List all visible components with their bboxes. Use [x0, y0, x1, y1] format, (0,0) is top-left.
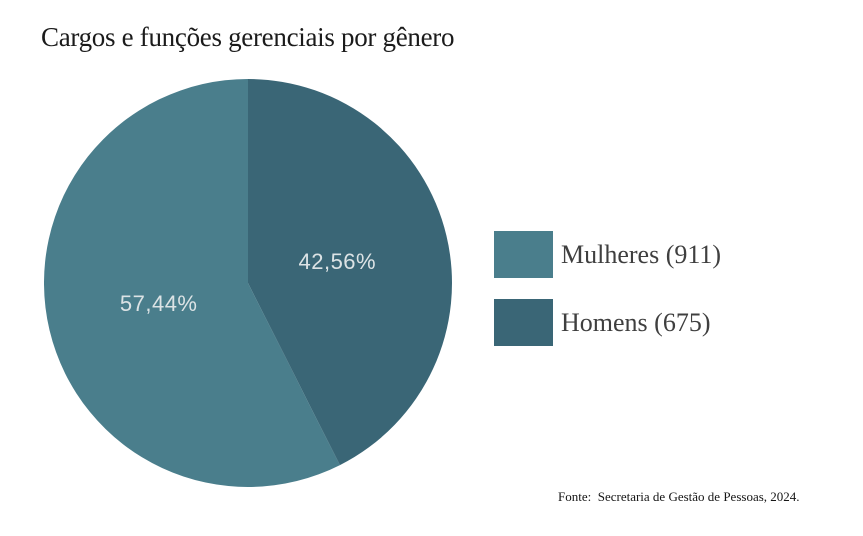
legend-swatch-mulheres: [494, 231, 553, 278]
legend-item-mulheres: Mulheres (911): [494, 231, 721, 278]
pie-slice-mulheres: [44, 79, 340, 487]
legend: Mulheres (911) Homens (675): [494, 231, 721, 346]
legend-label-homens: Homens (675): [561, 307, 711, 337]
pie-label-homens: 42,56%: [298, 248, 377, 274]
pie-label-mulheres: 57,44%: [119, 291, 198, 317]
pie-chart: [44, 79, 452, 487]
legend-swatch-homens: [494, 299, 553, 346]
legend-label-mulheres: Mulheres (911): [561, 239, 722, 269]
chart-title: Cargos e funções gerenciais por gênero: [41, 22, 455, 52]
legend-item-homens: Homens (675): [494, 299, 721, 346]
pie-slice-homens: [248, 79, 452, 466]
source-note: Fonte: Secretaria de Gestão de Pessoas, …: [558, 489, 800, 504]
